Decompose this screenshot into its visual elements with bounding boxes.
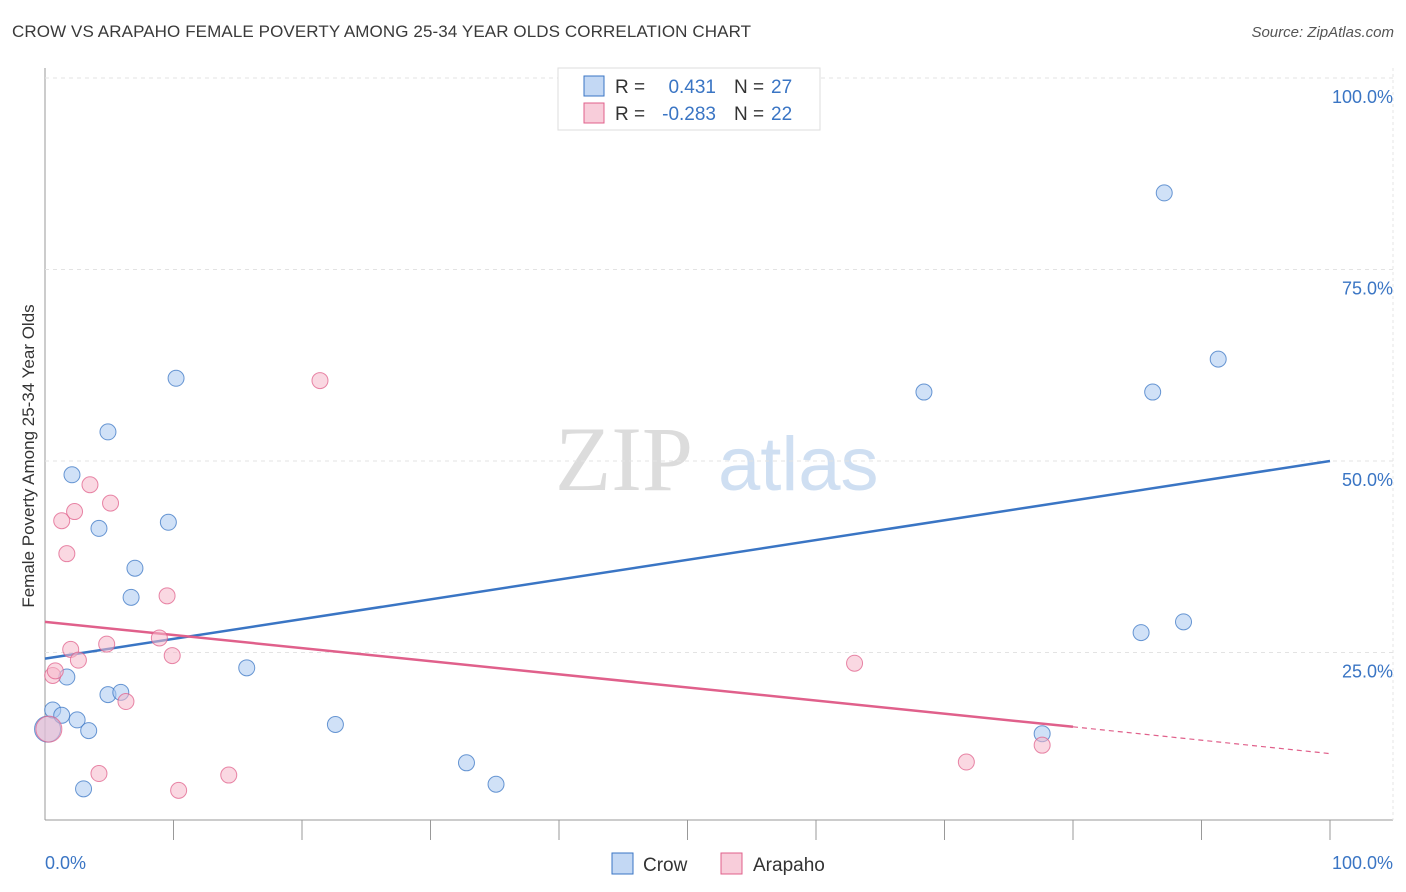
legend-n-label-crow: N = — [734, 77, 764, 98]
y-tick-label-50: 50.0% — [1342, 470, 1393, 490]
trend-line-arapaho — [44, 620, 1074, 729]
watermark: ZIP atlas — [555, 408, 879, 510]
x-tick-label-min: 0.0% — [45, 853, 86, 873]
point-arapaho-0 — [35, 715, 63, 743]
point-crow-25 — [1175, 613, 1193, 631]
point-crow-4 — [63, 466, 81, 484]
legend-r-label-arapaho: R = — [615, 104, 645, 125]
y-tick-label-75: 75.0% — [1342, 279, 1393, 299]
point-crow-17 — [326, 716, 344, 734]
legend-n-label-arapaho: N = — [734, 104, 764, 125]
legend-n-value-crow: 27 — [771, 77, 792, 98]
point-arapaho-10 — [98, 635, 116, 653]
point-crow-23 — [1144, 383, 1162, 401]
grid-lines — [45, 77, 1393, 653]
point-crow-20 — [915, 383, 933, 401]
watermark-atlas: atlas — [718, 422, 879, 507]
point-crow-7 — [80, 722, 98, 740]
point-arapaho-15 — [163, 647, 181, 665]
point-arapaho-19 — [846, 654, 864, 672]
y-axis-label: Female Poverty Among 25-34 Year Olds — [19, 304, 38, 607]
point-arapaho-8 — [81, 476, 99, 494]
bottom-legend-swatch-crow — [611, 852, 634, 875]
y-tick-label-100: 100.0% — [1332, 87, 1393, 107]
bottom-legend-label-arapaho: Arapaho — [753, 855, 825, 876]
point-arapaho-21 — [1033, 736, 1051, 754]
y-tick-labels: 25.0% 50.0% 75.0% 100.0% — [1332, 87, 1393, 682]
point-crow-16 — [238, 659, 256, 677]
point-arapaho-7 — [69, 651, 87, 669]
y-tick-label-25: 25.0% — [1342, 662, 1393, 682]
bottom-legend-swatch-arapaho — [720, 852, 743, 875]
point-crow-10 — [99, 423, 117, 441]
point-crow-8 — [90, 519, 108, 537]
point-crow-13 — [122, 588, 140, 606]
trend-lines — [44, 459, 1331, 755]
point-arapaho-11 — [102, 494, 120, 512]
point-arapaho-18 — [311, 372, 329, 390]
point-arapaho-9 — [90, 765, 108, 783]
legend-swatch-arapaho — [583, 102, 605, 124]
point-arapaho-13 — [150, 629, 168, 647]
point-arapaho-2 — [46, 662, 64, 680]
bottom-legend-label-crow: Crow — [643, 855, 688, 876]
trend-line-extension-arapaho — [1072, 726, 1331, 755]
chart-source: Source: ZipAtlas.com — [1251, 24, 1394, 41]
point-arapaho-3 — [53, 512, 71, 530]
point-crow-24 — [1155, 184, 1173, 202]
point-arapaho-20 — [957, 753, 975, 771]
point-arapaho-6 — [66, 503, 84, 521]
point-arapaho-4 — [58, 545, 76, 563]
watermark-zip: ZIP — [555, 408, 693, 510]
legend-swatch-crow — [583, 75, 605, 97]
data-points — [34, 184, 1227, 799]
legend-r-label-crow: R = — [615, 77, 645, 98]
point-arapaho-14 — [158, 587, 176, 605]
point-crow-26 — [1209, 350, 1227, 368]
point-arapaho-16 — [170, 781, 188, 799]
point-arapaho-12 — [117, 693, 135, 711]
point-crow-6 — [75, 780, 93, 798]
point-crow-18 — [457, 754, 475, 772]
legend-n-value-arapaho: 22 — [771, 104, 792, 125]
point-crow-19 — [487, 775, 505, 793]
legend-r-value-crow: 0.431 — [668, 77, 716, 98]
x-tick-label-max: 100.0% — [1332, 853, 1393, 873]
trend-line-crow — [44, 459, 1331, 660]
point-crow-5 — [68, 711, 86, 729]
legend-r-value-arapaho: -0.283 — [662, 104, 716, 125]
chart-title: CROW VS ARAPAHO FEMALE POVERTY AMONG 25-… — [12, 22, 752, 41]
x-ticks — [173, 820, 1331, 840]
legend-top: R = 0.431 N = 27 R = -0.283 N = 22 — [557, 67, 821, 131]
point-crow-15 — [167, 369, 185, 387]
point-crow-12 — [126, 559, 144, 577]
point-arapaho-17 — [220, 766, 238, 784]
point-crow-14 — [159, 513, 177, 531]
point-crow-22 — [1132, 624, 1150, 642]
legend-bottom: Crow Arapaho — [611, 852, 825, 876]
